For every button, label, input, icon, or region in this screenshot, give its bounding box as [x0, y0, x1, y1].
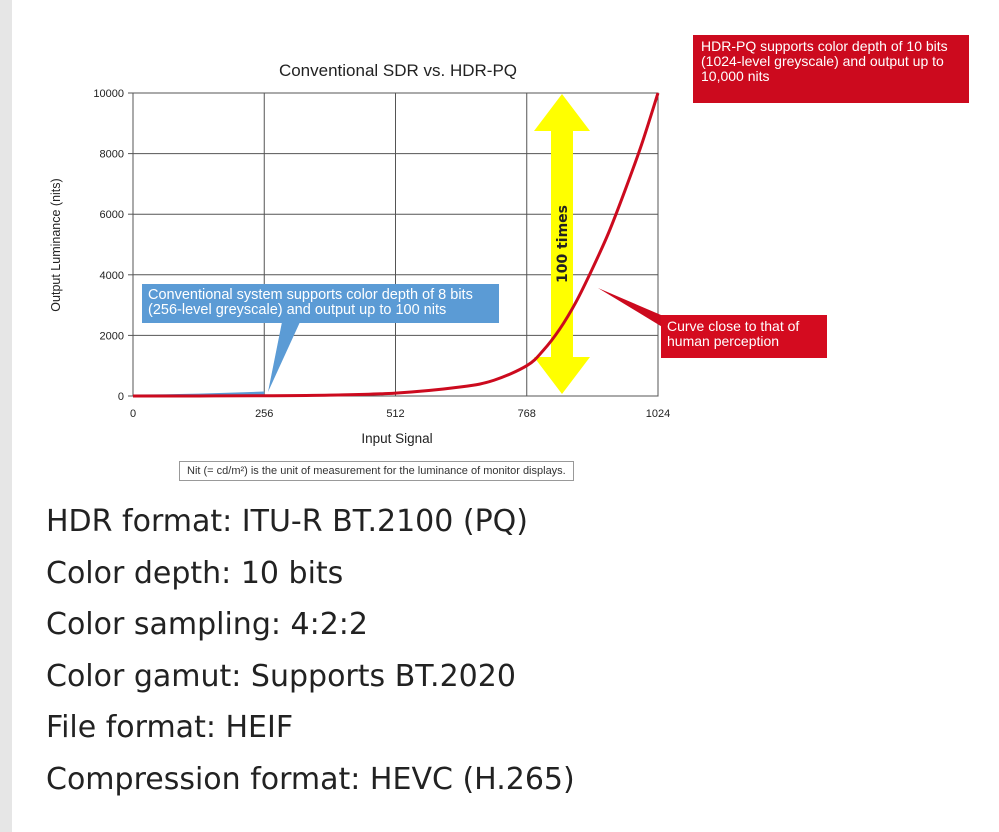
- spec-file-format: File format: HEIF: [46, 710, 294, 745]
- y-tick-label: 2000: [100, 330, 124, 342]
- curve-callout-pointer: [598, 288, 668, 328]
- y-tick-label: 0: [118, 391, 124, 403]
- x-axis-ticks: 0 256 512 768 1024: [130, 408, 670, 420]
- x-tick-label: 512: [386, 408, 404, 420]
- spec-color-gamut: Color gamut: Supports BT.2020: [46, 658, 516, 694]
- nit-footnote: Nit (= cd/m²) is the unit of measurement…: [179, 461, 574, 481]
- page-left-rule: [0, 0, 12, 832]
- sdr-callout-pointer: [268, 322, 300, 392]
- y-tick-label: 8000: [100, 149, 124, 161]
- hdr-callout: HDR-PQ supports color depth of 10 bits (…: [693, 35, 969, 103]
- y-axis-label: Output Luminance (nits): [49, 178, 63, 311]
- hundred-times-arrow: 100 times: [534, 94, 590, 394]
- x-tick-label: 1024: [646, 408, 670, 420]
- series-hdr-line: [132, 92, 660, 398]
- y-tick-label: 6000: [100, 209, 124, 221]
- spec-color-depth: Color depth: 10 bits: [46, 555, 344, 591]
- y-tick-label: 10000: [93, 88, 124, 100]
- x-tick-label: 768: [518, 408, 536, 420]
- x-tick-label: 0: [130, 408, 136, 420]
- spec-hdr-format: HDR format: ITU-R BT.2100 (PQ): [46, 504, 528, 539]
- arrow-label: 100 times: [555, 205, 571, 283]
- y-axis-ticks: 0 2000 4000 6000 8000 10000: [93, 88, 124, 403]
- spec-list: HDR format: ITU-R BT.2100 (PQ) Color dep…: [46, 496, 575, 805]
- chart-grid: [128, 92, 659, 397]
- curve-callout: Curve close to that of human perception: [661, 315, 827, 358]
- hdr-chart: Conventional SDR vs. HDR-PQ 0 2000 4000 600…: [49, 61, 670, 446]
- sdr-callout: Conventional system supports color depth…: [142, 284, 499, 323]
- x-tick-label: 256: [255, 408, 273, 420]
- spec-color-sampling: Color sampling: 4:2:2: [46, 607, 368, 642]
- spec-compression-format: Compression format: HEVC (H.265): [46, 761, 575, 797]
- chart-title: Conventional SDR vs. HDR-PQ: [279, 61, 517, 80]
- arrow-shape: [534, 94, 590, 394]
- x-axis-label: Input Signal: [361, 431, 432, 446]
- y-tick-label: 4000: [100, 270, 124, 282]
